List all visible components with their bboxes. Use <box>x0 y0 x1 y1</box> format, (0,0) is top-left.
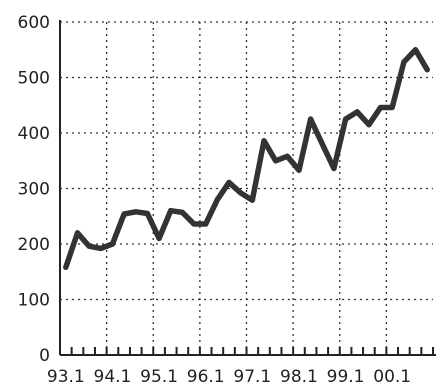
data-point <box>214 197 220 203</box>
data-point <box>238 190 244 196</box>
y-axis: 0 100 200 300 400 500 600 <box>18 13 61 366</box>
y-tick-label: 400 <box>18 124 50 144</box>
x-tick-label: 97.1 <box>233 367 271 387</box>
data-point <box>109 241 115 247</box>
y-tick-label: 600 <box>18 13 50 33</box>
data-point <box>284 153 290 159</box>
data-point <box>331 166 337 172</box>
x-tick-label: 95.1 <box>140 367 178 387</box>
data-point <box>168 208 174 214</box>
data-point <box>74 230 80 236</box>
data-point <box>121 211 127 217</box>
y-tick-label: 300 <box>18 180 50 200</box>
data-point <box>133 209 139 215</box>
data-point <box>413 47 419 53</box>
data-point <box>354 109 360 115</box>
x-tick-label: 98.1 <box>280 367 318 387</box>
data-point <box>319 141 325 147</box>
y-tick-label: 200 <box>18 235 50 255</box>
data-point <box>296 167 302 173</box>
x-tick-label: 99.1 <box>327 367 365 387</box>
y-tick-label: 100 <box>18 291 50 311</box>
data-point <box>261 138 267 144</box>
x-tick-label: 00.1 <box>373 367 411 387</box>
x-tick-label: 94.1 <box>94 367 132 387</box>
x-axis: 93.1 94.1 95.1 96.1 97.1 98.1 99.1 00.1 <box>47 347 436 387</box>
y-tick-label: 500 <box>18 69 50 89</box>
data-point <box>98 245 104 251</box>
grid <box>60 21 433 355</box>
data-point <box>63 264 69 270</box>
data-point <box>424 67 430 73</box>
data-point <box>343 116 349 122</box>
data-point <box>249 197 255 203</box>
data-point <box>156 235 162 241</box>
data-point <box>226 179 232 185</box>
data-point <box>273 158 279 164</box>
data-point <box>378 104 384 110</box>
x-tick-label: 93.1 <box>47 367 85 387</box>
plot-area <box>63 47 430 271</box>
data-point <box>86 243 92 249</box>
data-point <box>366 122 372 128</box>
x-tick-label: 96.1 <box>187 367 225 387</box>
data-point <box>144 210 150 216</box>
data-point <box>389 104 395 110</box>
data-point <box>179 209 185 215</box>
data-point <box>191 221 197 227</box>
data-point <box>203 221 209 227</box>
data-point <box>401 59 407 65</box>
y-tick-label: 0 <box>39 346 50 366</box>
data-point <box>308 116 314 122</box>
